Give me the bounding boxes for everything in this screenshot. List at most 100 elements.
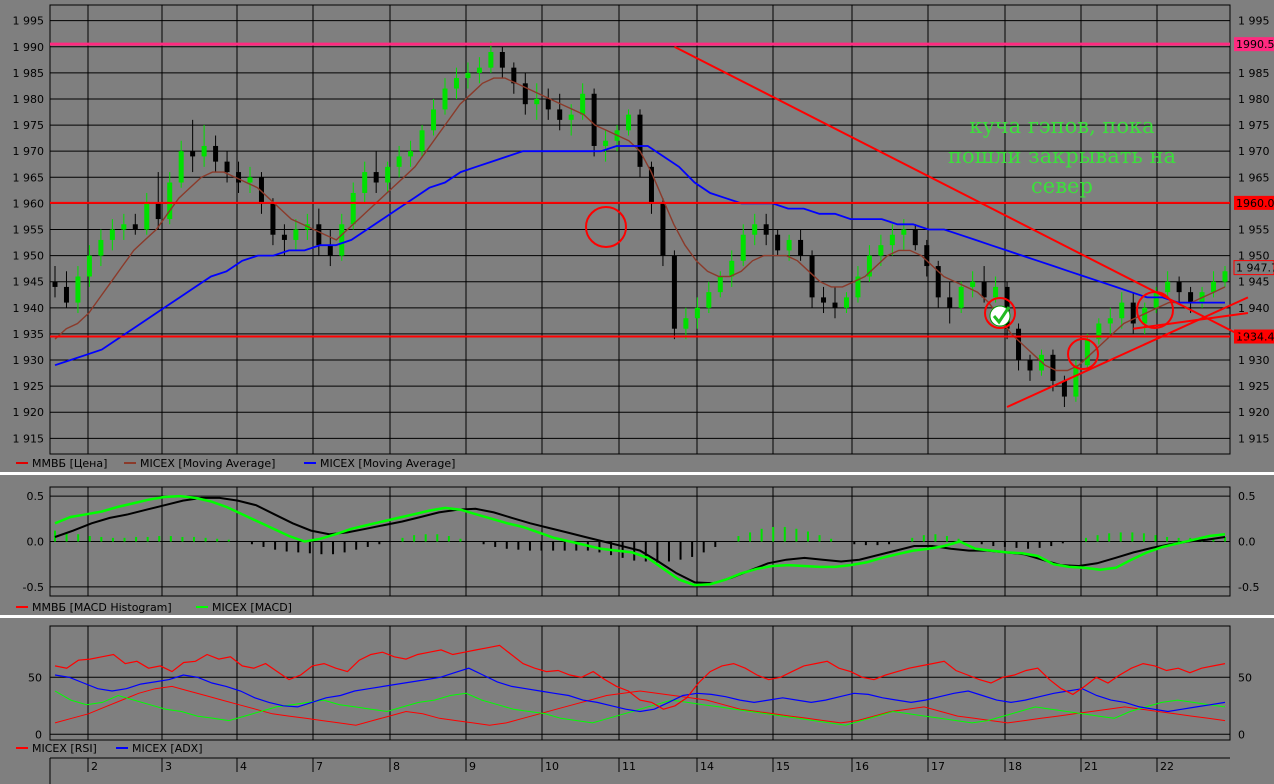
candle-body <box>1130 302 1136 324</box>
candle-body <box>970 281 976 287</box>
legend-label: MICEX [ADX] <box>132 742 203 755</box>
candle-body <box>258 177 264 204</box>
level-label-box <box>1234 195 1274 210</box>
candle-body <box>912 229 918 246</box>
y-tick-label: 1 955 <box>13 224 45 237</box>
ma-long-line <box>54 145 1225 367</box>
y-tick-label-right: 1 955 <box>1238 224 1270 237</box>
x-tick-label: 22 <box>1160 760 1174 773</box>
annotation-text: север <box>1031 174 1093 198</box>
y-tick-label-right: 1 970 <box>1238 145 1270 158</box>
y-tick-label: 1 990 <box>13 41 45 54</box>
level-label: 1960.06 <box>1236 197 1274 210</box>
candle-body <box>568 114 574 120</box>
gap-circle <box>1067 338 1099 370</box>
panel-separator <box>0 615 1274 618</box>
candle-body <box>465 72 471 79</box>
candle-body <box>1119 302 1125 319</box>
candle-body <box>752 224 758 235</box>
y-tick-label: 1 995 <box>13 15 45 28</box>
gap-circle <box>585 206 627 248</box>
candle-body <box>213 145 219 162</box>
last-price-box <box>1233 260 1274 276</box>
y-tick-label: 50 <box>28 671 42 684</box>
candle-body <box>1073 365 1079 397</box>
candle-body <box>1142 307 1148 324</box>
x-tick-label: 14 <box>700 760 714 773</box>
x-tick-label: 11 <box>622 760 636 773</box>
candle-body <box>52 281 58 287</box>
candle-body <box>201 145 207 157</box>
gap-circle <box>984 297 1016 329</box>
candle-body <box>1084 339 1090 366</box>
candle-body <box>362 172 368 193</box>
candle-body <box>729 260 735 277</box>
candle-body <box>408 151 414 157</box>
candle-body <box>270 203 276 235</box>
legend-label: MICEX [MACD] <box>212 601 292 614</box>
x-tick-label: 7 <box>316 760 323 773</box>
y-tick-label: 1 935 <box>13 328 45 341</box>
candle-body <box>247 177 253 183</box>
candle-body <box>798 239 804 256</box>
trendline <box>1006 296 1249 408</box>
x-tick-label: 10 <box>545 760 559 773</box>
rsi-adx-panel <box>49 625 1231 741</box>
y-tick-label-right: 1 975 <box>1238 119 1270 132</box>
candle-body <box>1153 292 1159 308</box>
legend-label: MICEX [Moving Average] <box>320 457 455 470</box>
candle-body <box>75 276 81 303</box>
candle-body <box>1176 281 1182 293</box>
y-tick-label: 1 980 <box>13 93 45 106</box>
annotation-text: пошли закрывать на <box>948 144 1176 168</box>
candle-body <box>385 166 391 183</box>
x-tick-label: 9 <box>469 760 476 773</box>
candle-body <box>958 286 964 308</box>
dmi-plus-line <box>54 690 1226 726</box>
candle-body <box>396 156 402 167</box>
candle-body <box>1188 292 1194 303</box>
x-tick-label: 2 <box>91 760 98 773</box>
y-tick-label-right: 1 980 <box>1238 93 1270 106</box>
x-tick-label: 8 <box>393 760 400 773</box>
y-tick-label: 1 920 <box>13 406 45 419</box>
candle-body <box>1061 380 1067 397</box>
candle-body <box>350 192 356 225</box>
last-price-label: 1 947.7 <box>1236 262 1274 275</box>
gap-circle <box>1136 291 1174 329</box>
candle-body <box>1016 328 1022 361</box>
candle-body <box>499 51 505 68</box>
ma-short-line <box>54 77 1226 372</box>
candle-body <box>1027 360 1033 371</box>
candle-body <box>901 229 907 235</box>
candle-body <box>545 98 551 110</box>
y-tick-label: 1 970 <box>13 145 45 158</box>
candle-body <box>1165 281 1171 293</box>
y-tick-label-right: -0.5 <box>1238 581 1259 594</box>
trendline <box>1133 312 1249 330</box>
candle-body <box>316 224 322 246</box>
candle-body <box>993 286 999 298</box>
y-tick-label: 1 930 <box>13 354 45 367</box>
candle-body <box>167 182 173 220</box>
candle-body <box>98 239 104 256</box>
y-tick-label: -0.5 <box>23 581 44 594</box>
y-tick-label-right: 0.0 <box>1238 536 1256 549</box>
candle-body <box>144 203 150 230</box>
y-tick-label-right: 1 945 <box>1238 276 1270 289</box>
candle-body <box>866 255 872 277</box>
candle-body <box>155 203 161 220</box>
y-tick-label-right: 1 950 <box>1238 250 1270 263</box>
rsi-line <box>54 644 1226 710</box>
candle-body <box>281 234 287 240</box>
candle-body <box>809 255 815 298</box>
candle-body <box>534 98 540 105</box>
candle-body <box>178 151 184 183</box>
candle-body <box>1096 323 1102 340</box>
candle-body <box>889 234 895 246</box>
y-tick-label: 1 940 <box>13 302 45 315</box>
level-label: 1990.52 <box>1236 38 1274 51</box>
candle-body <box>626 114 632 131</box>
y-tick-label-right: 1 930 <box>1238 354 1270 367</box>
